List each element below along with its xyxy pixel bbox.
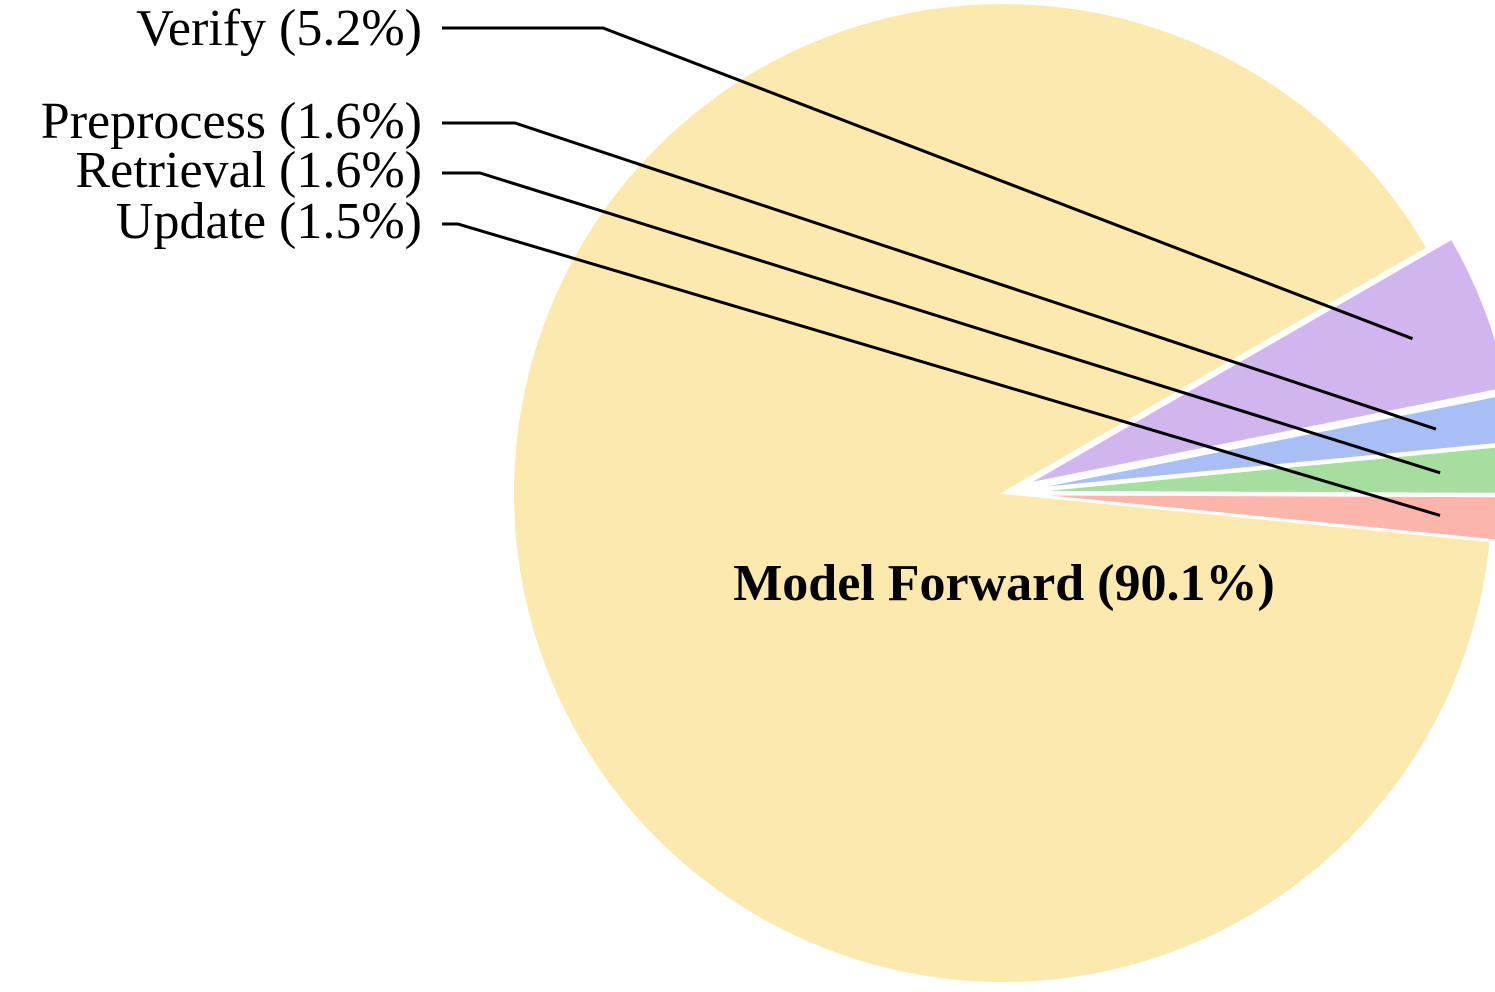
pie-slices [512,2,1495,984]
leader-line-verify [442,26,1414,341]
pie-slice-model-forward [512,2,1492,984]
pie-slice-verify [1026,237,1495,485]
slice-label-verify: Verify (5.2%) [136,0,422,57]
slice-labels: Model Forward (90.1%) Update (1.5%)Retrie… [41,0,1275,612]
pie-slice-preprocess [1028,395,1495,491]
slice-label-retrieval: Retrieval (1.6%) [75,142,422,199]
leader-line-retrieval [442,171,1441,475]
slice-label-model-forward: Model Forward (90.1%) [733,555,1275,612]
slice-label-update: Update (1.5%) [116,193,422,250]
pie-slice-update [1028,493,1495,542]
leader-lines [442,26,1441,517]
slice-label-preprocess: Preprocess (1.6%) [41,93,422,150]
leader-line-update [442,222,1441,517]
pie-slice-retrieval [1028,445,1495,495]
leader-line-preprocess [442,121,1437,431]
